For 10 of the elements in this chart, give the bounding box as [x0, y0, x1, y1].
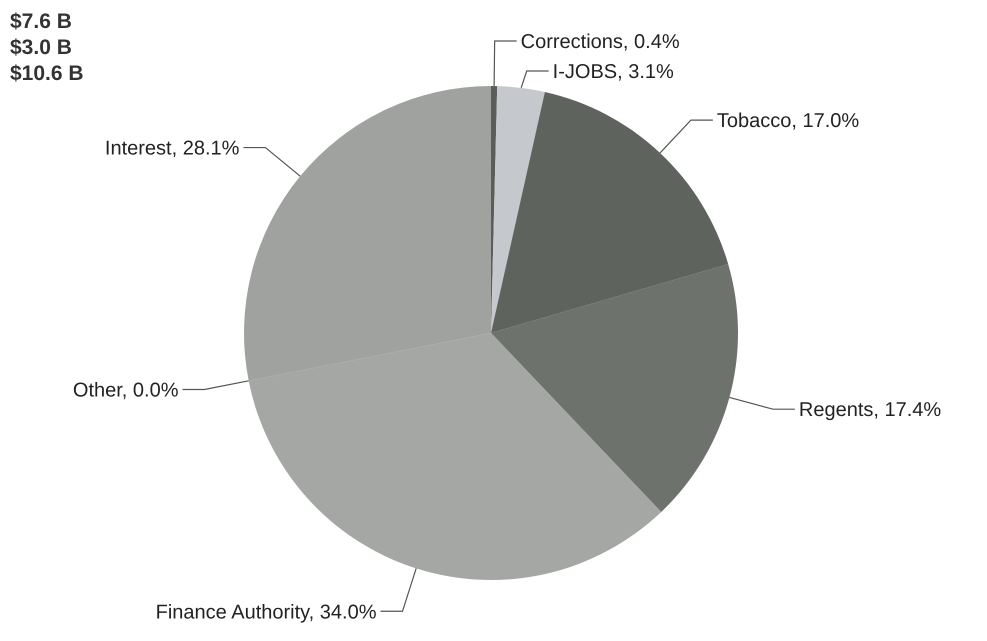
text: $3.0 B — [10, 36, 72, 59]
slice-label: Regents, 17.4% — [798, 399, 942, 422]
slice-label: Tobacco, 17.0% — [716, 110, 860, 132]
slice-label: Interest, 28.1% — [104, 138, 240, 160]
slice-label: Corrections, 0.4% — [520, 31, 680, 54]
text: $7.6 B — [10, 10, 72, 33]
text: $10.6 B — [10, 62, 84, 85]
slice-label: Finance Authority, 34.0% — [156, 601, 377, 624]
slice-label: I-JOBS, 3.1% — [552, 61, 674, 84]
legend-label: Other, 0.0% — [72, 380, 179, 402]
